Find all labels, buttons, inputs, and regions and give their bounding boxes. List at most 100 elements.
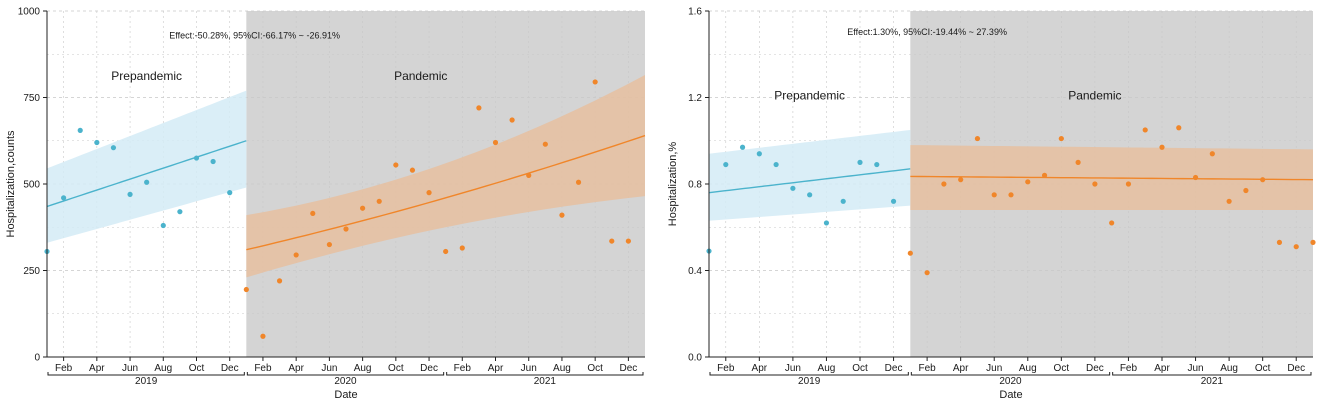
x-tick-label: Oct [852, 363, 868, 374]
prepandemic-ci-band [709, 129, 911, 221]
pandemic-point [443, 248, 449, 255]
pandemic-label: Pandemic [1068, 89, 1121, 103]
x-tick-label: Dec [619, 363, 637, 374]
x-tick-label: Jun [785, 363, 801, 374]
pandemic-point [509, 117, 515, 123]
pandemic-point [1008, 192, 1014, 198]
prepandemic-ci-band [47, 90, 247, 243]
prepandemic-point [94, 139, 100, 146]
pandemic-point [476, 105, 482, 111]
y-tick-label: 250 [23, 266, 40, 277]
year-label: 2021 [534, 376, 557, 387]
y-tick-label: 0.4 [688, 266, 702, 277]
prepandemic-point [160, 222, 166, 229]
prepandemic-fit-line [708, 168, 911, 194]
pandemic-point [575, 179, 582, 185]
x-tick-label: Aug [154, 363, 172, 374]
pandemic-point [1075, 159, 1081, 165]
prepandemic-point [127, 191, 133, 197]
x-tick-label: Feb [918, 363, 936, 374]
x-tick-label: Oct [189, 363, 205, 374]
pandemic-point [326, 241, 332, 248]
pandemic-point [1192, 174, 1199, 181]
pandemic-point [592, 79, 598, 85]
x-tick-label: Apr [288, 363, 304, 374]
pandemic-label: Pandemic [394, 69, 447, 83]
x-tick-label: Feb [454, 363, 472, 374]
pandemic-point [559, 212, 565, 218]
pandemic-point [343, 226, 349, 232]
y-tick-label: 500 [23, 180, 40, 191]
x-tick-label: Dec [885, 363, 903, 374]
prepandemic-point [823, 220, 830, 226]
x-tick-label: Aug [1220, 363, 1238, 374]
pandemic-point [625, 238, 631, 244]
y-tick-label: 0.8 [688, 180, 702, 191]
prepandemic-point [857, 159, 863, 165]
y-axis-title: Hospitalization,counts [5, 130, 17, 238]
year-bracket [910, 372, 1111, 376]
x-tick-label: Jun [122, 363, 138, 374]
pandemic-point [260, 333, 266, 339]
pandemic-point [1260, 177, 1266, 183]
pandemic-point [609, 238, 615, 244]
prepandemic-point [144, 179, 150, 185]
x-tick-label: Aug [1019, 363, 1037, 374]
y-tick-label: 1000 [18, 7, 41, 18]
pandemic-point [1176, 125, 1182, 131]
prepandemic-point [790, 185, 796, 191]
x-tick-label: Feb [55, 363, 73, 374]
year-label: 2020 [999, 376, 1022, 387]
y-tick-label: 0 [34, 353, 40, 364]
x-tick-label: Dec [1287, 363, 1305, 374]
pandemic-point [1109, 220, 1115, 226]
x-tick-label: Feb [717, 363, 735, 374]
pandemic-point [393, 162, 399, 168]
pandemic-point [1209, 151, 1215, 157]
x-tick-label: Dec [221, 363, 239, 374]
year-bracket [47, 372, 245, 376]
prepandemic-point [177, 209, 183, 215]
effect-annotation: Effect:-50.28%, 95%CI:-66.17% ~ -26.91% [169, 31, 340, 41]
prepandemic-point [210, 158, 216, 165]
x-tick-label: Dec [1086, 363, 1104, 374]
prepandemic-point [773, 161, 779, 168]
effect-annotation: Effect:1.30%, 95%CI:-19.44% ~ 27.39% [847, 27, 1007, 37]
y-tick-label: 0.0 [688, 353, 702, 364]
x-axis-title: Date [999, 389, 1022, 401]
x-tick-label: Aug [818, 363, 836, 374]
pandemic-point [907, 250, 913, 256]
year-label: 2019 [135, 376, 158, 387]
prepandemic-point [840, 198, 846, 204]
chart-panel-left: 0 250 500 750 1000 Feb Apr Jun Aug Oct Dec Feb Apr Ju… [5, 7, 646, 401]
pandemic-point [293, 252, 299, 258]
pandemic-point [1058, 135, 1064, 142]
pandemic-point [526, 172, 532, 178]
prepandemic-point [227, 190, 233, 196]
x-tick-label: Apr [488, 363, 504, 374]
pandemic-point [376, 198, 382, 204]
x-tick-label: Feb [1120, 363, 1138, 374]
x-tick-label: Jun [1187, 363, 1203, 374]
y-tick-label: 750 [23, 93, 40, 104]
pandemic-point [1243, 187, 1249, 194]
pandemic-point [1092, 181, 1098, 187]
prepandemic-point [874, 161, 880, 168]
x-tick-label: Jun [321, 363, 337, 374]
pandemic-point [310, 210, 316, 217]
pandemic-point [459, 245, 465, 251]
pandemic-point [276, 278, 283, 284]
x-tick-label: Oct [1054, 363, 1070, 374]
pandemic-point [1310, 239, 1316, 245]
pandemic-point [360, 205, 366, 211]
pandemic-point [1041, 172, 1048, 178]
x-tick-label: Apr [89, 363, 105, 374]
year-label: 2021 [1201, 376, 1224, 387]
pandemic-point [924, 270, 930, 276]
prepandemic-label: Prepandemic [111, 69, 182, 83]
pandemic-point [1125, 181, 1132, 187]
x-tick-label: Oct [587, 363, 603, 374]
pandemic-point [243, 286, 249, 293]
pandemic-point [991, 192, 997, 198]
